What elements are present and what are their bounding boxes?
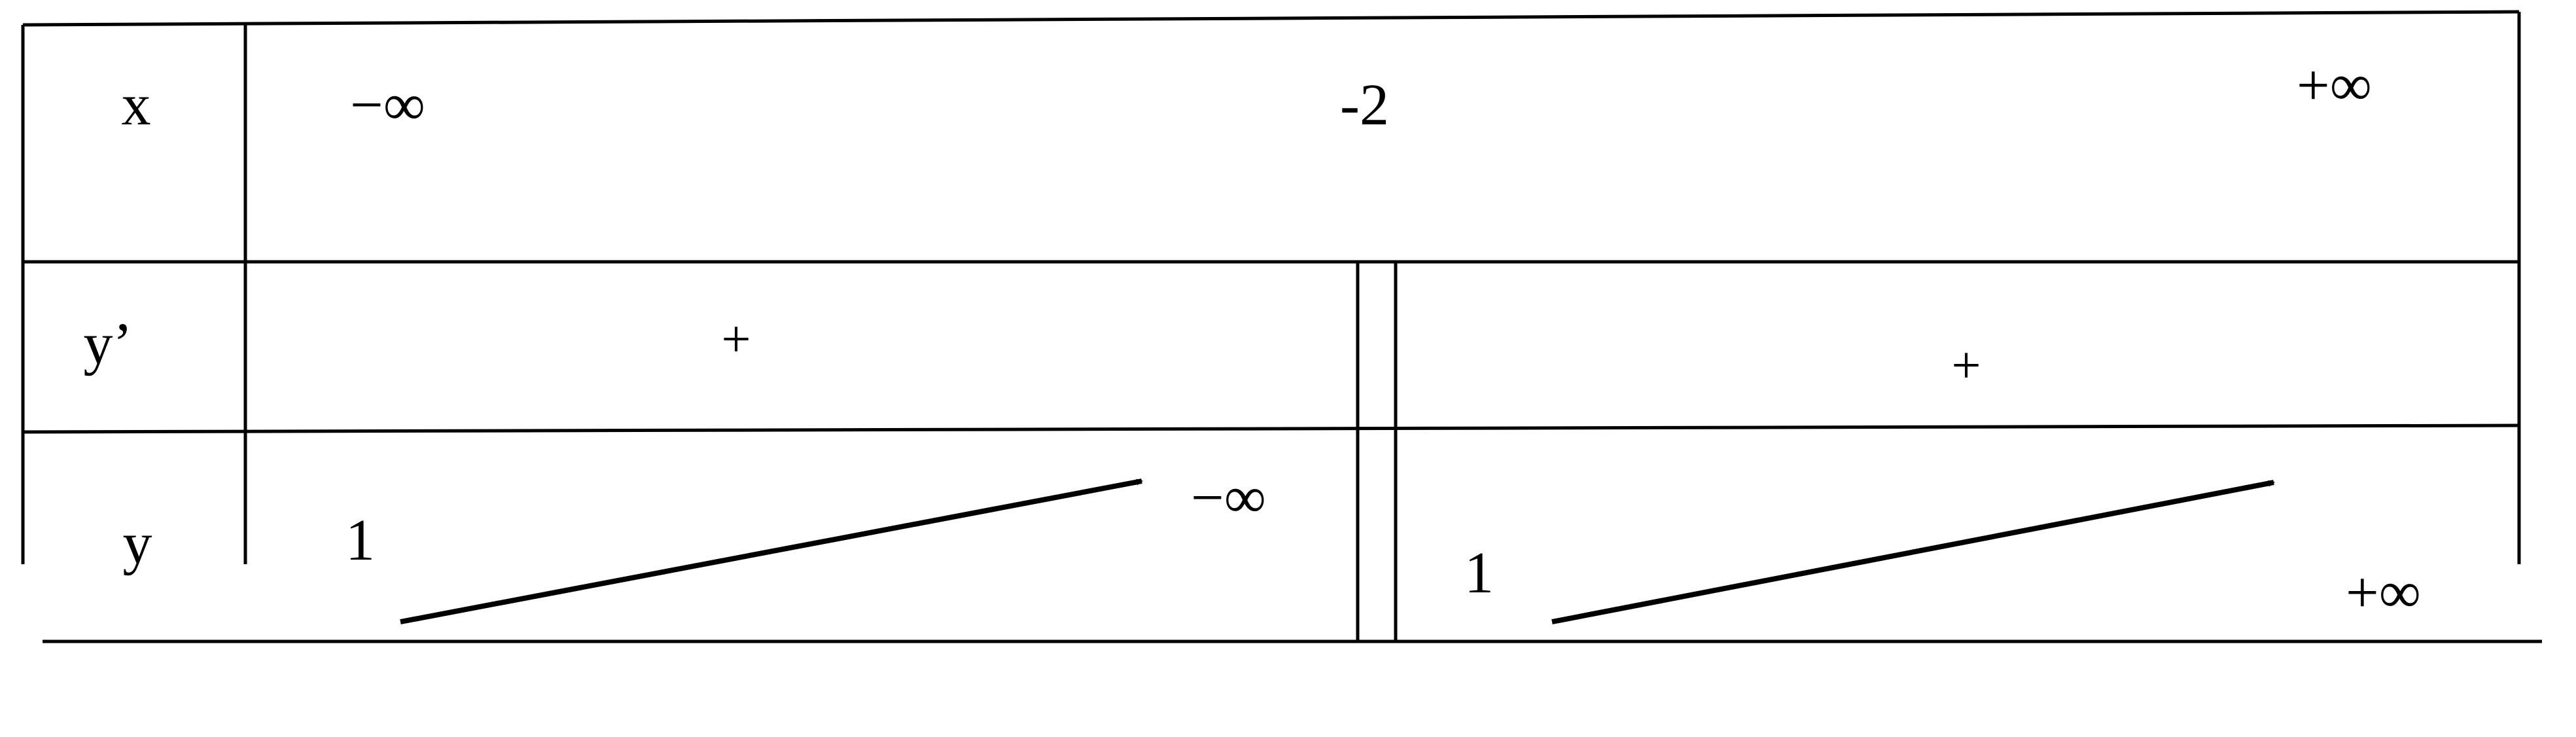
top-border: [22, 10, 2520, 27]
y-left-start: 1: [345, 508, 375, 573]
table-grid: [21, 10, 2542, 643]
x-value-right: +∞: [2297, 53, 2372, 118]
y-right-start: 1: [1464, 541, 1494, 605]
y-right-end: +∞: [2346, 560, 2421, 625]
y-left-end: −∞: [1191, 465, 1266, 530]
row-label-y: y: [123, 511, 152, 576]
yprime-sign-left: +: [721, 311, 750, 368]
x-value-middle: -2: [1340, 73, 1389, 137]
increasing-arrow-right: [1551, 480, 2275, 624]
increasing-arrow-left: [400, 478, 1143, 624]
x-value-left: −∞: [350, 73, 425, 137]
yprime-sign-right: +: [1951, 337, 1981, 395]
yprime-row-divider: [22, 423, 2520, 434]
row-label-y-prime: y’: [84, 312, 133, 376]
row-label-x: x: [122, 73, 151, 137]
